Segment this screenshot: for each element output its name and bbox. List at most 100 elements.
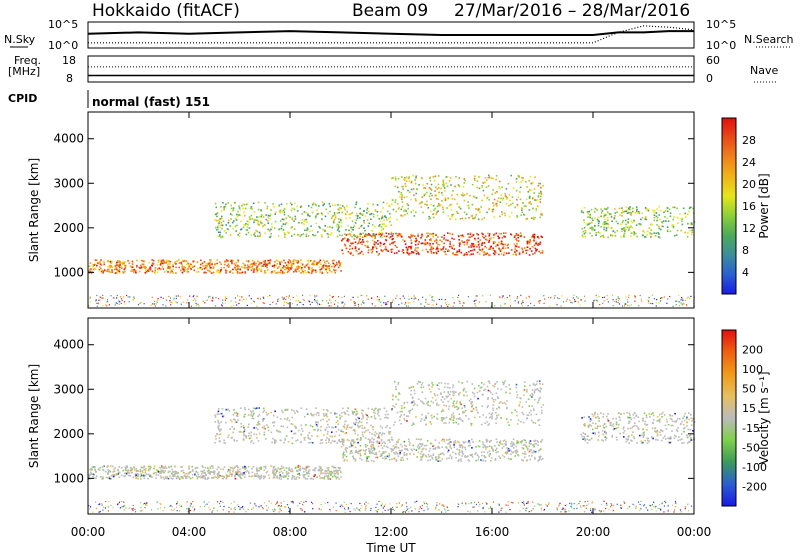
echo-point (492, 240, 495, 243)
echo-point (360, 233, 362, 235)
echo-point (434, 175, 437, 178)
echo-point (429, 188, 432, 190)
echo-point (541, 236, 543, 239)
echo-point (434, 448, 437, 450)
echo-point (259, 269, 262, 271)
echo-point (388, 454, 391, 457)
echo-point (286, 409, 289, 411)
ground-scatter-point (521, 305, 523, 307)
echo-point (366, 244, 369, 247)
ground-scatter-point (121, 300, 123, 302)
echo-point (326, 409, 328, 411)
echo-point (510, 233, 512, 235)
echo-point (607, 226, 610, 229)
echo-point (204, 473, 207, 475)
echo-point (442, 246, 445, 248)
echo-point (251, 259, 254, 262)
colorbar-tick-label: 12 (742, 222, 756, 235)
echo-point (274, 467, 277, 470)
echo-point (332, 262, 334, 265)
echo-point (385, 235, 388, 238)
echo-point (214, 213, 217, 216)
echo-point (515, 181, 518, 183)
echo-point (417, 444, 420, 446)
power-colorbar-label: Power [dB] (757, 173, 771, 238)
echo-point (461, 450, 463, 452)
echo-point (359, 238, 361, 240)
echo-point (493, 233, 496, 236)
echo-point (288, 419, 291, 422)
echo-point (233, 409, 235, 411)
echo-point (385, 248, 387, 251)
echo-point (339, 416, 341, 419)
frequency-traces (88, 66, 694, 77)
echo-point (402, 459, 404, 461)
echo-point (371, 230, 373, 232)
echo-point (134, 270, 137, 272)
echo-point (258, 476, 260, 478)
echo-point (322, 472, 324, 474)
ground-scatter-point (431, 297, 433, 299)
echo-point (523, 453, 526, 455)
echo-point (477, 244, 480, 246)
echo-point (449, 243, 451, 245)
echo-point (244, 272, 246, 274)
echo-point (205, 474, 207, 476)
echo-point (157, 259, 160, 262)
echo-point (277, 430, 280, 432)
echo-point (317, 428, 320, 431)
echo-point (673, 216, 675, 218)
echo-point (217, 425, 219, 428)
echo-point (220, 421, 223, 423)
echo-point (421, 382, 424, 384)
echo-point (496, 408, 498, 410)
echo-point (193, 269, 196, 272)
echo-point (402, 252, 405, 254)
echo-point (387, 446, 389, 449)
echo-point (326, 467, 329, 469)
echo-point (447, 239, 449, 242)
ground-scatter-point (602, 302, 604, 304)
ground-scatter-point (550, 297, 552, 299)
echo-point (338, 208, 340, 211)
echo-point (420, 202, 422, 204)
echo-point (290, 227, 292, 229)
echo-point (463, 442, 465, 444)
echo-point (516, 442, 518, 445)
echo-point (469, 398, 472, 401)
echo-point (295, 259, 297, 262)
echo-point (483, 451, 485, 453)
echo-point (621, 215, 623, 217)
echo-point (155, 471, 158, 474)
echo-point (291, 470, 294, 473)
ground-scatter-point (285, 302, 288, 304)
echo-point (372, 215, 375, 218)
echo-point (328, 477, 331, 480)
echo-point (188, 472, 190, 475)
echo-point (227, 202, 229, 204)
echo-point (486, 211, 488, 214)
echo-point (373, 243, 376, 246)
echo-point (256, 235, 259, 237)
echo-point (252, 407, 255, 409)
ground-scatter-point (573, 299, 576, 301)
echo-point (148, 261, 150, 264)
echo-point (478, 440, 481, 442)
echo-point (203, 469, 205, 472)
echo-point (267, 412, 270, 415)
echo-point (449, 454, 451, 456)
echo-point (463, 244, 466, 246)
echo-point (445, 176, 448, 178)
echo-point (291, 218, 294, 221)
echo-point (229, 271, 231, 273)
echo-point (519, 232, 522, 234)
echo-point (634, 212, 636, 214)
echo-point (504, 214, 506, 217)
ground-scatter-point (224, 295, 227, 298)
echo-point (284, 408, 287, 411)
echo-point (431, 194, 433, 197)
echo-point (338, 439, 340, 441)
echo-point (447, 383, 449, 385)
echo-point (318, 465, 321, 468)
echo-point (404, 448, 406, 450)
